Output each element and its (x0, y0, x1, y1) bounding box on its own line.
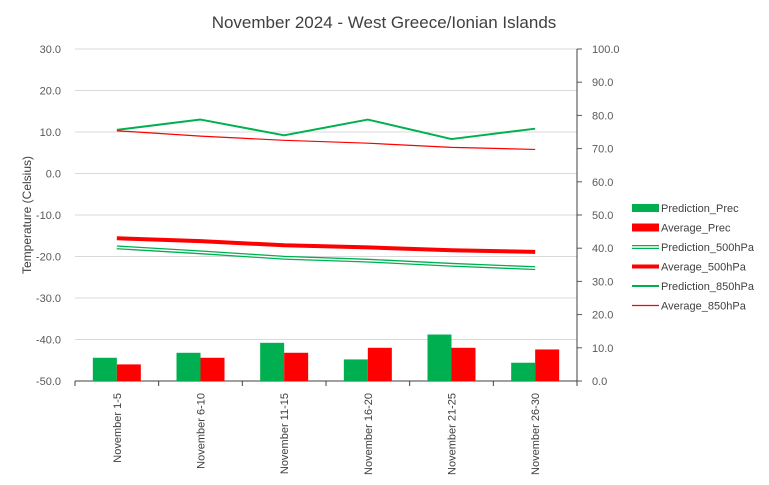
y-right-tick-label: 70.0 (592, 144, 613, 156)
bar-Prediction_Prec (260, 342, 285, 381)
legend-label: Prediction_Prec (661, 203, 739, 215)
legend: Prediction_Prec Average_Prec Prediction_50… (632, 203, 755, 313)
x-tick-label: November 21-25 (447, 393, 459, 475)
bars (92, 334, 560, 381)
y-right-tick-label: 60.0 (592, 177, 613, 189)
legend-swatch (632, 204, 659, 212)
y-right-tick-label: 40.0 (592, 243, 613, 255)
bar-Average_Prec (284, 352, 309, 381)
y-right-tick-label: 20.0 (592, 310, 613, 322)
x-tick-label: November 6-10 (196, 393, 208, 469)
bar-Prediction_Prec (343, 359, 368, 381)
y-left-tick-label: -10.0 (36, 210, 61, 222)
legend-label: Average_850hPa (661, 301, 747, 313)
y-axis-title: Temperature (Celsius) (20, 156, 34, 274)
bar-Prediction_Prec (92, 357, 117, 381)
y-right-tick-label: 50.0 (592, 210, 613, 222)
x-tick-label: November 26-30 (530, 393, 542, 475)
x-tick-label: November 16-20 (363, 393, 375, 475)
bar-Prediction_Prec (511, 362, 536, 381)
y-right-tick-label: 80.0 (592, 110, 613, 122)
tick-labels: 30.0 20.0 10.0 0.0 -10.0 -20.0 -30.0 -40.0 -50.0… (36, 44, 620, 475)
y-right-tick-label: 30.0 (592, 276, 613, 288)
y-left-tick-label: -30.0 (36, 293, 61, 305)
bar-Average_Prec (451, 347, 476, 381)
bar-Prediction_Prec (176, 352, 201, 381)
y-right-tick-label: 100.0 (592, 44, 620, 56)
y-right-tick-label: 10.0 (592, 343, 613, 355)
axes (74, 48, 582, 386)
legend-label: Prediction_500hPa (661, 242, 755, 254)
bar-Prediction_Prec (427, 334, 452, 381)
line-Average_850hPa (116, 130, 536, 151)
line-Prediction_850hPa (116, 118, 536, 141)
bar-Average_Prec (116, 364, 141, 381)
chart-title: November 2024 - West Greece/Ionian Islan… (212, 13, 557, 32)
line-Prediction_500hPa-inner (116, 246, 536, 269)
y-left-tick-label: 20.0 (40, 86, 61, 98)
x-tick-label: November 1-5 (112, 393, 124, 463)
lines (116, 118, 536, 271)
y-left-tick-label: 0.0 (46, 169, 61, 181)
bar-Average_Prec (200, 357, 225, 381)
line-Average_500hPa (116, 236, 536, 254)
y-left-tick-label: -50.0 (36, 376, 61, 388)
gridlines (75, 48, 577, 340)
bar-Average_Prec (367, 347, 392, 381)
legend-label: Average_500hPa (661, 262, 747, 274)
y-right-tick-label: 90.0 (592, 77, 613, 89)
y-left-tick-label: 10.0 (40, 127, 61, 139)
y-left-tick-label: -20.0 (36, 252, 61, 264)
x-tick-label: November 11-15 (279, 393, 291, 474)
legend-swatch (632, 223, 659, 232)
legend-label: Prediction_850hPa (661, 281, 755, 293)
bar-Average_Prec (535, 349, 560, 381)
y-right-tick-label: 0.0 (592, 376, 607, 388)
y-left-tick-label: 30.0 (40, 44, 61, 56)
y-left-tick-label: -40.0 (36, 335, 61, 347)
legend-label: Average_Prec (661, 223, 731, 235)
